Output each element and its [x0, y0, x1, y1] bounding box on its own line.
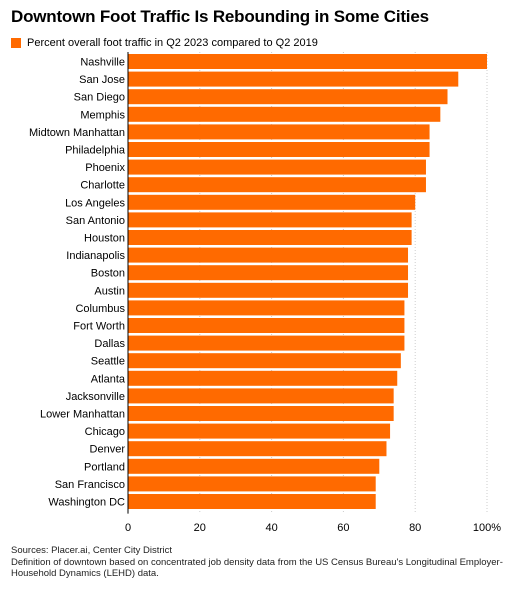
category-label: Los Angeles: [65, 197, 125, 209]
bar: [128, 106, 441, 122]
category-label: Memphis: [80, 109, 125, 121]
bar: [128, 494, 376, 509]
category-label: Atlanta: [91, 373, 126, 385]
bar: [128, 423, 391, 439]
category-label: Washington DC: [48, 497, 125, 509]
bar: [128, 318, 405, 333]
sources-note: Sources: Placer.ai, Center City District: [11, 545, 173, 556]
category-label: Charlotte: [80, 180, 125, 192]
bar: [128, 124, 430, 140]
bar: [128, 230, 412, 245]
category-label: Austin: [94, 285, 125, 297]
x-tick-label: 100%: [473, 522, 501, 534]
category-label: Midtown Manhattan: [29, 127, 125, 139]
x-tick-label: 80: [409, 522, 421, 534]
x-tick-label: 40: [265, 522, 277, 534]
bar: [128, 370, 398, 386]
category-label: Nashville: [80, 57, 125, 69]
bar: [128, 177, 426, 193]
bar: [128, 300, 405, 316]
category-label: Phoenix: [85, 162, 125, 174]
category-label: Columbus: [75, 303, 125, 315]
category-label: Philadelphia: [65, 145, 126, 157]
bar: [128, 212, 412, 228]
category-label: Fort Worth: [73, 321, 125, 333]
category-label: San Jose: [79, 74, 125, 86]
chart-legend: Percent overall foot traffic in Q2 2023 …: [11, 36, 318, 50]
category-label: Chicago: [85, 426, 125, 438]
bar: [128, 335, 405, 351]
bar-chart: Nashville San Jose San Diego Memphis Midtown…: [29, 52, 501, 534]
category-label: Denver: [90, 444, 126, 456]
bar: [128, 265, 409, 281]
legend-label: Percent overall foot traffic in Q2 2023 …: [27, 37, 318, 49]
bar: [128, 159, 426, 175]
category-label: San Francisco: [55, 479, 125, 491]
bar: [128, 476, 376, 492]
legend-swatch: [11, 38, 21, 48]
definition-note: Definition of downtown based on concentr…: [11, 556, 503, 580]
bar: [128, 388, 394, 404]
category-label: Houston: [84, 233, 125, 245]
bar: [128, 247, 409, 263]
bar: [128, 458, 380, 474]
bar: [128, 194, 416, 210]
category-label: Portland: [84, 461, 125, 473]
category-label: Seattle: [91, 356, 125, 368]
x-tick-label: 20: [194, 522, 206, 534]
category-label: San Diego: [74, 92, 125, 104]
category-label: San Antonio: [66, 215, 125, 227]
bar: [128, 89, 448, 105]
bar: [128, 441, 387, 457]
bar: [128, 353, 401, 369]
category-label: Indianapolis: [66, 250, 125, 262]
chart-footer: Sources: Placer.ai, Center City District…: [11, 545, 516, 580]
bar: [128, 406, 394, 421]
category-label: Lower Manhattan: [40, 409, 125, 421]
chart-title: Downtown Foot Traffic Is Rebounding in S…: [11, 7, 429, 26]
bar: [128, 54, 487, 69]
bar: [128, 142, 430, 157]
category-label: Dallas: [94, 338, 125, 350]
bar: [128, 282, 409, 298]
category-label: Boston: [91, 268, 125, 280]
x-tick-label: 0: [125, 522, 131, 534]
bar: [128, 71, 459, 87]
x-tick-label: 60: [337, 522, 349, 534]
category-label: Jacksonville: [66, 391, 125, 403]
